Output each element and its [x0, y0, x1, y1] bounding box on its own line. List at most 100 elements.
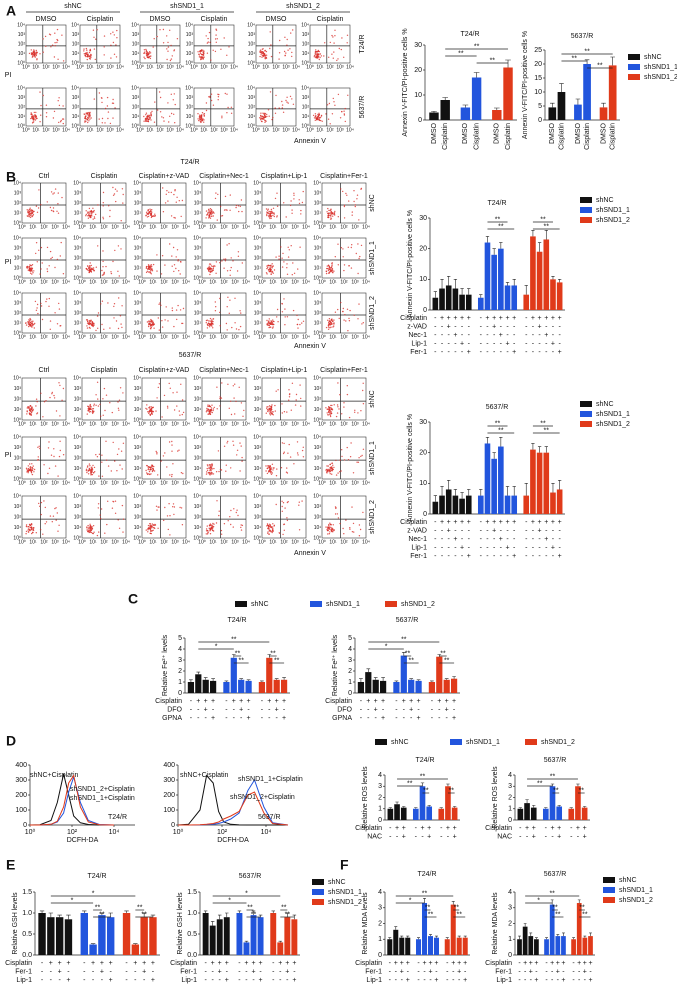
flow-event	[89, 58, 90, 59]
flow-event	[338, 408, 339, 409]
flow-event	[57, 531, 58, 532]
flow-event	[55, 188, 56, 189]
flow-event	[267, 267, 268, 268]
flow-event	[219, 312, 220, 313]
x-tick-label: 10⁰	[25, 828, 36, 836]
flow-event	[319, 51, 320, 52]
flow-event	[342, 311, 343, 312]
flow-event	[163, 117, 164, 118]
flow-event	[147, 51, 148, 52]
flow-event	[202, 120, 203, 121]
flow-event	[327, 265, 328, 266]
flow-event	[25, 533, 26, 534]
flow-event	[209, 468, 210, 469]
flow-event	[239, 387, 240, 388]
flow-event	[276, 475, 277, 476]
flow-x-tick: 10²	[280, 279, 288, 285]
flow-event	[26, 531, 27, 532]
flow-y-tick: 10²	[134, 514, 142, 520]
flow-event	[347, 447, 348, 448]
flow-event	[292, 262, 293, 263]
flow-event	[266, 320, 267, 321]
flow-event	[159, 329, 160, 330]
flow-event	[352, 211, 353, 212]
flow-event	[29, 268, 30, 269]
flow-event	[163, 520, 164, 521]
flow-event	[32, 530, 33, 531]
flow-event	[52, 257, 53, 258]
flow-event	[341, 37, 342, 38]
panel-letter: C	[128, 591, 138, 607]
flow-event	[274, 213, 275, 214]
flow-y-tick: 10⁰	[17, 123, 25, 129]
flow-event	[175, 104, 176, 105]
flow-event	[316, 56, 317, 57]
flow-event	[210, 414, 211, 415]
flow-x-tick: 10¹	[89, 334, 97, 340]
flow-y-tick: 10¹	[134, 407, 142, 413]
flow-event	[101, 98, 102, 99]
flow-event	[315, 115, 316, 116]
flow-event	[220, 215, 221, 216]
flow-event	[202, 112, 203, 113]
flow-event	[223, 268, 224, 269]
condition-sign: +	[529, 960, 533, 967]
flow-x-tick: 10¹	[329, 421, 337, 427]
significance-label: **	[95, 904, 101, 911]
condition-sign: +	[512, 349, 516, 356]
flow-event	[180, 309, 181, 310]
flow-event	[271, 211, 272, 212]
flow-event	[220, 49, 221, 50]
flow-event	[232, 260, 233, 261]
flow-event	[28, 528, 29, 529]
flow-event	[91, 213, 92, 214]
flow-event	[269, 408, 270, 409]
flow-x-tick: 10¹	[262, 64, 270, 70]
flow-event	[209, 274, 210, 275]
bar	[399, 938, 404, 955]
y-tick-label: 5	[348, 635, 352, 642]
flow-event	[86, 210, 87, 211]
flow-event	[344, 314, 345, 315]
flow-event	[298, 505, 299, 506]
flow-event	[332, 262, 333, 263]
flow-event	[147, 531, 148, 532]
significance-label: **	[99, 911, 105, 918]
condition-sign: +	[445, 698, 449, 705]
flow-event	[274, 216, 275, 217]
flow-event	[166, 466, 167, 467]
condition-sign: +	[492, 527, 496, 534]
flow-y-tick: 10³	[194, 190, 202, 196]
flow-y-tick: 10²	[14, 514, 22, 520]
condition-sign: +	[247, 698, 251, 705]
flow-event	[87, 117, 88, 118]
x-tick-label: 10²	[67, 829, 78, 836]
flow-event	[32, 56, 33, 57]
flow-event	[32, 215, 33, 216]
flow-event	[327, 268, 328, 269]
legend-label: shSND1_2	[619, 897, 653, 904]
flow-y-tick: 10³	[194, 504, 202, 510]
legend-label: shNC	[251, 601, 269, 608]
flow-event	[39, 121, 40, 122]
flow-event	[284, 324, 285, 325]
condition-sign: +	[204, 698, 208, 705]
flow-event	[88, 528, 89, 529]
flow-event	[122, 202, 123, 203]
condition-sign: +	[534, 977, 538, 984]
flow-y-tick: 10¹	[14, 525, 22, 531]
y-tick-label: 30	[414, 42, 422, 49]
flow-event	[179, 200, 180, 201]
flow-event	[146, 113, 147, 114]
flow-event	[210, 271, 211, 272]
flow-event	[26, 524, 27, 525]
flow-event	[113, 442, 114, 443]
column-label: Cisplatin+Fer-1	[320, 173, 368, 180]
flow-event	[289, 444, 290, 445]
y-axis-label: Relative Fe²⁺ levels	[332, 634, 339, 696]
flow-y-tick: 10³	[74, 245, 82, 251]
condition-sign: +	[142, 968, 146, 975]
flow-event	[63, 273, 64, 274]
flow-event	[276, 391, 277, 392]
flow-event	[146, 272, 147, 273]
